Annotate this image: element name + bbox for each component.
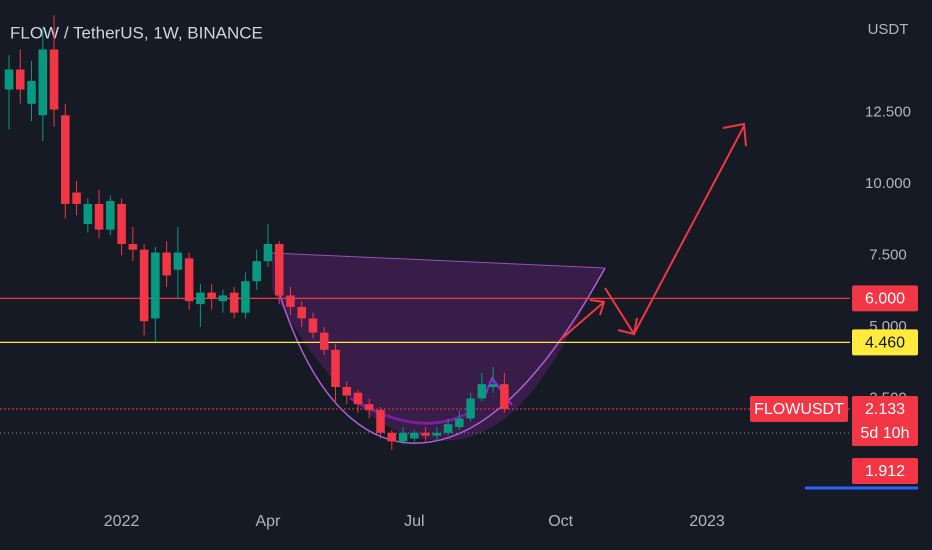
candle-body (184, 258, 194, 302)
candle-body (218, 295, 228, 302)
candle-body (241, 281, 250, 313)
candle-body (83, 203, 93, 224)
candle-body (308, 318, 318, 333)
candle-body (252, 261, 261, 282)
arrow-line (559, 301, 605, 341)
candle-body (319, 332, 329, 350)
chart-title: FLOW / TetherUS, 1W, BINANCE (10, 23, 263, 42)
cup-rim (271, 252, 606, 269)
candle-body (196, 292, 205, 305)
candle-body (376, 409, 385, 433)
candle-body (274, 243, 284, 296)
symbol-tag-box (750, 395, 848, 422)
candle-body (286, 295, 295, 307)
x-tick-label: 2022 (104, 513, 140, 530)
candle-body (117, 203, 126, 244)
candle-body (398, 432, 408, 442)
candle-body (173, 252, 183, 270)
candle-body (263, 243, 273, 262)
candle-body (410, 432, 419, 439)
y-tick-label: 7.500 (869, 246, 907, 263)
candle-body (4, 69, 14, 90)
candle-body (466, 398, 475, 419)
candle-body (297, 306, 306, 319)
candle-body (15, 69, 25, 90)
candle-body (72, 192, 81, 204)
unit-label: USDT (868, 21, 909, 38)
last-price-tag: 2.133 (865, 401, 905, 418)
x-tick-label: Apr (255, 513, 281, 530)
candle-body (443, 424, 453, 433)
symbol-tag: FLOWUSDT (754, 401, 844, 418)
arrow-head (722, 122, 747, 147)
candle-body (477, 384, 487, 399)
level-tag-box (852, 329, 918, 356)
last-price-tag-box (852, 395, 918, 422)
candle-body (38, 49, 48, 116)
candle-body (94, 203, 104, 230)
candle-body (49, 49, 59, 110)
y-tick-label: 10.000 (865, 175, 911, 192)
level-tag-box (852, 285, 918, 312)
low-tag-box (852, 457, 918, 484)
candle-body (27, 80, 36, 104)
y-tick-label: 12.500 (865, 103, 911, 120)
level-tag: 4.460 (865, 335, 905, 352)
arrow-head (589, 299, 606, 316)
candle-body (364, 404, 374, 410)
candle-body (342, 387, 352, 396)
x-tick-label: 2023 (689, 513, 725, 530)
low-tag: 1.912 (865, 463, 905, 480)
candle-body (151, 252, 160, 319)
candle-body (162, 252, 171, 276)
candle-body (331, 349, 340, 388)
candle-body (500, 384, 509, 409)
cup-line (279, 267, 606, 444)
candle-body (387, 432, 397, 442)
countdown-tag: 5d 10h (861, 425, 910, 442)
candle-body (128, 243, 138, 250)
candle-body (455, 418, 464, 428)
x-tick-label: Oct (548, 513, 573, 530)
candle-body (229, 292, 239, 313)
arrow-head (617, 317, 638, 336)
candle-body (353, 392, 363, 405)
x-tick-label: Jul (404, 513, 424, 530)
level-tag: 6.000 (865, 291, 905, 308)
countdown-tag-box (852, 419, 918, 446)
candle-body (488, 384, 498, 388)
candle-body (207, 292, 216, 299)
candle-body (106, 201, 115, 230)
candle-body (432, 432, 442, 436)
candle-body (421, 432, 430, 436)
candle-body (139, 249, 149, 322)
candle-body (61, 115, 70, 204)
